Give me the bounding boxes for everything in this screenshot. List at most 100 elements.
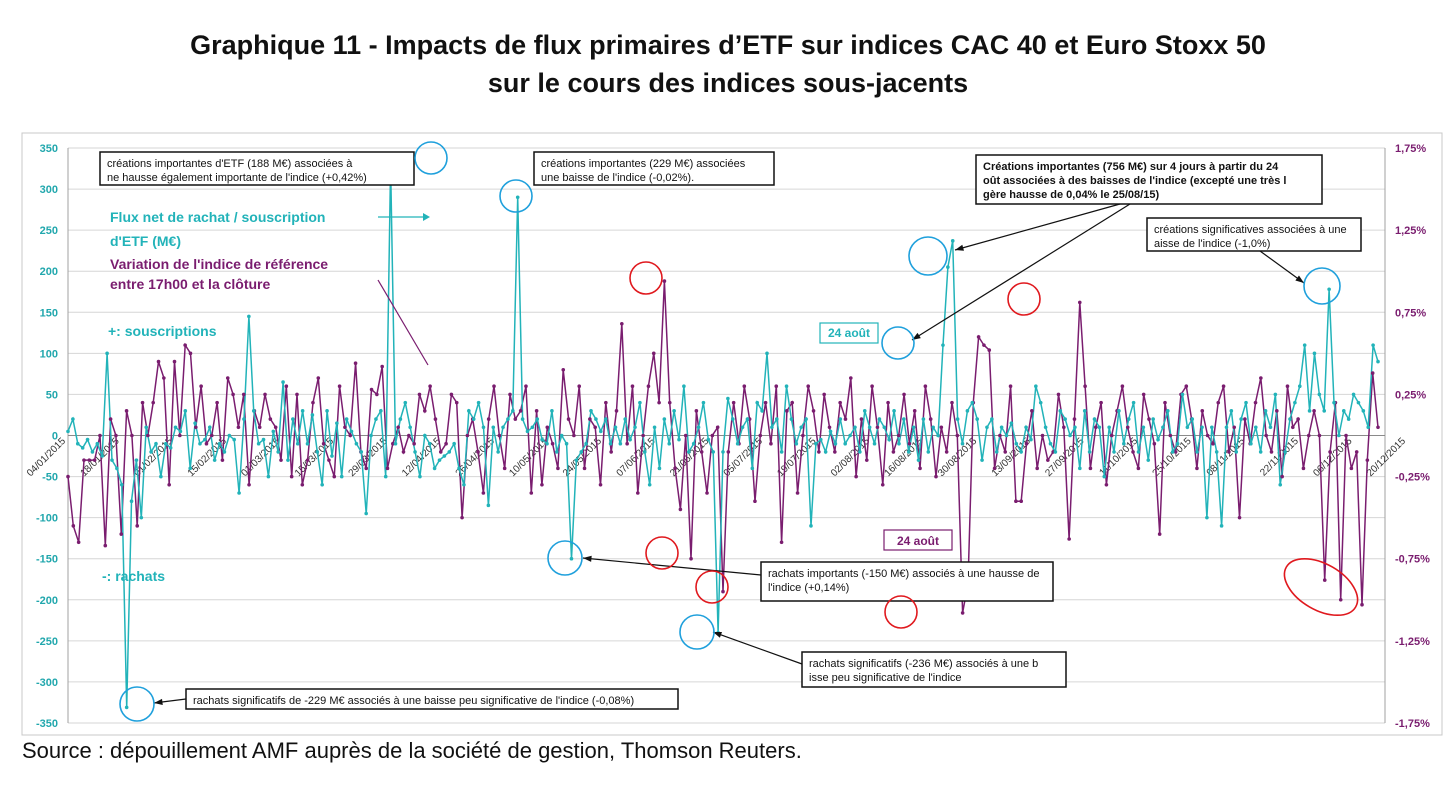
point-flux	[848, 433, 852, 438]
point-flux	[696, 425, 701, 430]
point-flux	[1376, 359, 1380, 364]
point-indice	[785, 409, 789, 413]
point-flux	[701, 400, 706, 405]
y-tick-left-label: -50	[42, 472, 58, 484]
point-indice	[982, 343, 986, 347]
point-flux	[339, 474, 344, 479]
y-tick-left-label: -200	[36, 595, 58, 607]
point-flux	[911, 425, 916, 430]
point-indice	[710, 433, 715, 438]
point-flux	[828, 429, 833, 434]
point-indice	[753, 499, 757, 504]
point-flux	[457, 466, 461, 471]
point-indice	[934, 474, 938, 479]
point-flux	[960, 441, 965, 446]
y-tick-right-label: 0,75%	[1395, 307, 1426, 319]
point-flux	[721, 450, 725, 454]
point-indice	[289, 474, 294, 479]
annotation-1	[99, 151, 415, 186]
point-indice	[524, 384, 528, 389]
point-indice	[284, 384, 289, 389]
point-flux	[515, 195, 520, 200]
point-flux	[413, 450, 417, 454]
point-flux	[398, 417, 403, 421]
point-flux	[320, 482, 324, 487]
point-flux	[90, 450, 95, 454]
point-flux	[100, 454, 105, 458]
point-indice	[1109, 433, 1114, 438]
point-flux	[760, 409, 764, 413]
callout-arrow-head	[1295, 275, 1304, 283]
point-flux	[633, 425, 637, 430]
point-flux	[823, 450, 828, 454]
point-flux	[149, 450, 153, 454]
point-flux	[706, 437, 711, 442]
point-indice	[1280, 474, 1284, 479]
point-indice	[609, 450, 613, 454]
point-indice	[540, 482, 544, 487]
point-flux	[1283, 450, 1287, 454]
callout-arrow-head	[713, 631, 722, 638]
point-flux	[1136, 450, 1141, 454]
point-indice	[71, 524, 76, 528]
point-flux	[1253, 425, 1258, 430]
point-indice	[1019, 499, 1024, 504]
point-flux	[1161, 425, 1165, 430]
point-flux	[144, 425, 149, 430]
point-flux	[525, 429, 530, 434]
callout-arrow-head	[154, 698, 163, 706]
point-indice	[662, 279, 667, 283]
point-indice	[715, 425, 720, 430]
point-indice	[1024, 441, 1029, 446]
point-indice	[1376, 425, 1380, 430]
point-flux	[471, 417, 476, 421]
point-indice	[1141, 392, 1146, 397]
point-flux	[222, 450, 227, 454]
point-flux	[814, 441, 818, 446]
point-flux	[975, 417, 979, 421]
point-indice	[1062, 425, 1066, 430]
point-flux	[1219, 524, 1224, 528]
point-flux	[325, 409, 329, 413]
point-flux	[691, 441, 696, 446]
point-indice	[550, 441, 555, 446]
point-indice	[1338, 597, 1343, 602]
point-indice	[721, 589, 725, 594]
point-indice	[502, 466, 507, 471]
point-indice	[955, 433, 960, 438]
point-flux	[784, 384, 789, 389]
y-tick-left-label: 200	[40, 266, 58, 278]
point-flux	[1288, 417, 1292, 421]
highlight-circle-blue	[908, 236, 948, 276]
point-flux	[902, 417, 906, 421]
point-flux	[774, 417, 779, 421]
point-indice	[779, 540, 784, 545]
point-indice	[1264, 433, 1268, 438]
point-indice	[1125, 425, 1130, 430]
point-flux	[393, 441, 398, 446]
point-flux	[1043, 425, 1048, 430]
point-indice	[236, 425, 241, 430]
point-indice	[369, 387, 374, 392]
label-flux: Flux net de rachat / souscription	[110, 209, 325, 225]
point-flux	[1341, 409, 1346, 413]
point-flux	[1151, 417, 1155, 421]
point-flux	[941, 343, 945, 347]
point-indice	[231, 392, 235, 397]
point-flux	[286, 458, 290, 462]
y-tick-left-label: 50	[46, 389, 58, 401]
point-indice	[486, 417, 491, 421]
point-indice	[912, 409, 917, 413]
point-flux	[154, 441, 158, 446]
point-indice	[124, 409, 129, 413]
point-flux	[838, 417, 843, 421]
point-indice	[705, 491, 709, 495]
point-flux	[501, 425, 505, 430]
point-flux	[271, 429, 276, 434]
point-indice	[156, 359, 161, 364]
y-tick-left-label: -150	[36, 554, 58, 566]
point-flux	[432, 466, 437, 471]
point-indice	[1077, 300, 1082, 305]
point-flux	[1214, 450, 1219, 454]
point-indice	[678, 507, 683, 512]
